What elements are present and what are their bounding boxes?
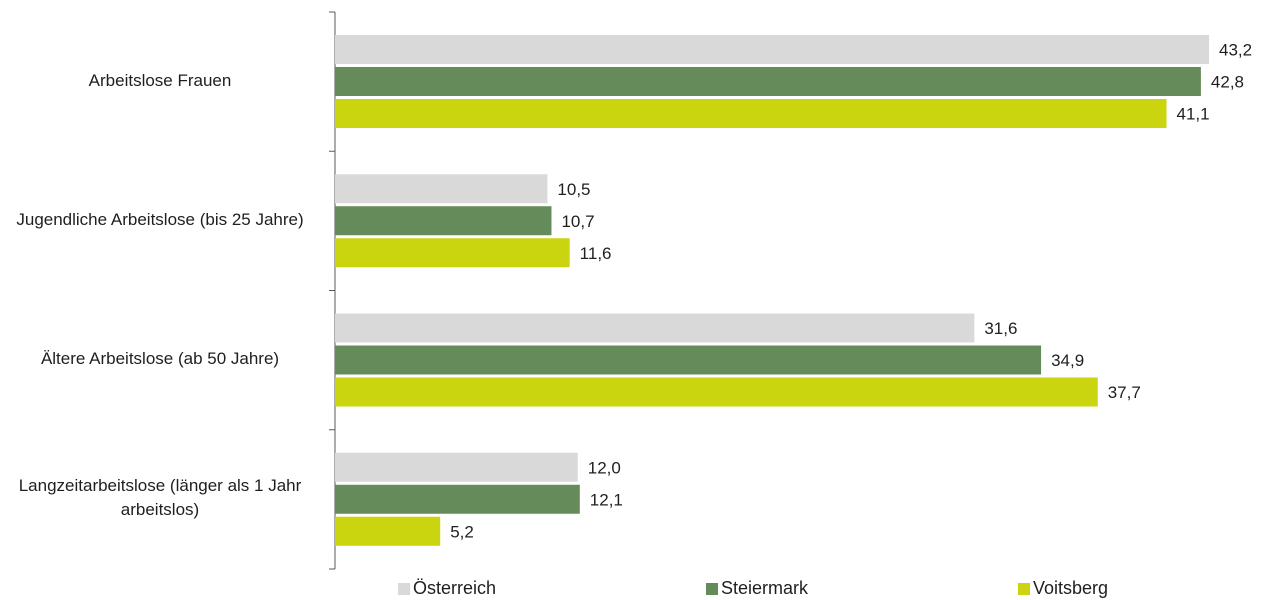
- data-label: 12,0: [588, 458, 621, 477]
- data-label: 34,9: [1051, 351, 1084, 370]
- bar: [335, 516, 441, 546]
- legend-item: Steiermark: [706, 576, 808, 600]
- legend-label: Voitsberg: [1033, 578, 1109, 598]
- legend-item: Voitsberg: [1018, 576, 1108, 600]
- bar: [335, 345, 1042, 375]
- data-label: 10,7: [561, 212, 594, 231]
- data-label: 12,1: [590, 490, 623, 509]
- category-axis: [329, 11, 336, 570]
- category-label: Langzeitarbeitslose (länger als 1 Jahr a…: [18, 476, 302, 520]
- data-label: 10,5: [557, 180, 590, 199]
- data-labels: 43,2 42,841,1 10,5 10,7 11,6 31,6 34,9 37,7 12,0…: [450, 41, 1252, 542]
- bar: [335, 35, 1209, 64]
- bar: [335, 377, 1098, 407]
- data-label: 11,6: [580, 244, 612, 263]
- bar: [335, 99, 1167, 128]
- legend-label: Steiermark: [721, 578, 809, 598]
- data-label: 5,2: [450, 522, 474, 541]
- data-label: 43,2: [1219, 41, 1252, 60]
- bar: [335, 238, 570, 268]
- legend-swatch: [398, 583, 410, 595]
- bar: [335, 484, 580, 514]
- bar: [335, 206, 552, 236]
- bar: [335, 174, 548, 204]
- legend: Österreich Steiermark Voitsberg: [0, 576, 1270, 600]
- data-label: 31,6: [984, 319, 1017, 338]
- category-label: Jugendliche Arbeitslose (bis 25 Jahre): [16, 209, 304, 229]
- legend-swatch: [706, 583, 718, 595]
- legend-label: Österreich: [413, 578, 497, 598]
- data-label: 41,1: [1177, 105, 1210, 124]
- bar: [335, 452, 578, 482]
- data-label: 37,7: [1108, 383, 1141, 402]
- category-label: Ältere Arbeitslose (ab 50 Jahre): [40, 349, 280, 369]
- legend-swatch: [1018, 583, 1030, 595]
- legend-item: Österreich: [398, 576, 496, 600]
- bars: [335, 35, 1209, 546]
- bar: [335, 313, 975, 343]
- category-label: Arbeitslose Frauen: [88, 70, 232, 90]
- data-label: 42,8: [1211, 73, 1244, 92]
- bar: [335, 67, 1201, 96]
